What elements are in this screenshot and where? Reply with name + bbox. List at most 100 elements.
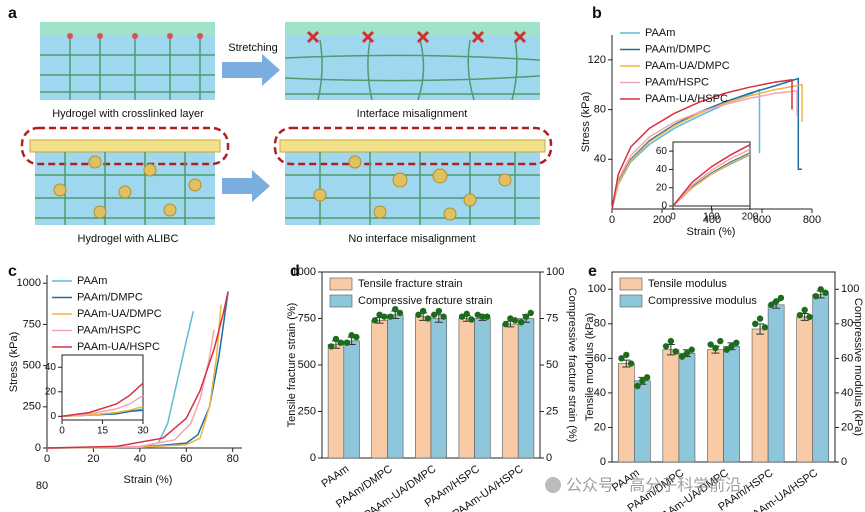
bar <box>633 380 651 463</box>
y2-tick-label: 80 <box>841 318 853 330</box>
data-point <box>419 307 427 315</box>
legend-label: PAAm-UA/DMPC <box>77 308 162 320</box>
arrow <box>222 170 270 202</box>
data-point <box>796 311 804 319</box>
bar <box>502 323 519 459</box>
legend-label: PAAm <box>77 275 107 287</box>
data-point <box>328 343 335 350</box>
bar <box>327 344 345 459</box>
network <box>284 39 541 101</box>
bar <box>343 340 360 459</box>
y-tick-label: 40 <box>594 387 606 399</box>
y-axis-title: Tensile modulus (kPa) <box>584 313 596 421</box>
data-point <box>337 339 344 346</box>
y2-tick-label: 0 <box>546 452 552 464</box>
data-point <box>752 320 759 328</box>
y-tick-label: 40 <box>594 153 606 165</box>
panel-label: c <box>8 263 17 280</box>
data-point <box>618 355 625 362</box>
hydrogel <box>40 36 215 100</box>
bar <box>723 345 740 463</box>
data-point <box>662 343 670 350</box>
bar <box>517 318 535 459</box>
y-tick-label: 0 <box>600 456 606 468</box>
data-point <box>717 337 724 345</box>
series-line <box>61 405 144 418</box>
y-tick-label: 80 <box>594 103 606 115</box>
bar <box>707 349 724 463</box>
y-tick-label: 500 <box>298 359 316 371</box>
hydrogel <box>285 36 540 100</box>
crosslinked-layer <box>285 22 540 36</box>
x-tick-label: 0 <box>44 453 50 465</box>
caption: No interface misalignment <box>348 233 475 245</box>
data-point <box>343 339 351 346</box>
y2-tick-label: 25 <box>546 405 558 417</box>
data-point <box>332 335 340 343</box>
data-point <box>381 313 388 320</box>
legend-swatch <box>329 277 353 291</box>
y-tick-label: 750 <box>298 312 316 324</box>
panel-a: a Stretching Hydrogel with crosslinked l… <box>8 5 553 245</box>
data-point <box>733 339 740 347</box>
caption: Hydrogel with crosslinked layer <box>52 108 204 120</box>
legend-label: Tensile modulus <box>648 278 727 290</box>
y-tick-label: 20 <box>656 182 668 193</box>
series-line <box>672 144 751 207</box>
data-point <box>424 315 432 322</box>
x-tick-label: 40 <box>134 453 146 465</box>
series-line <box>611 90 798 210</box>
y-tick-label: 500 <box>23 360 41 372</box>
crosslink-points <box>67 33 203 39</box>
legend-label: PAAm <box>645 27 675 39</box>
series-line <box>61 394 144 418</box>
y2-axis-title: Compressive fracture strain (%) <box>566 288 578 443</box>
y-tick-label: 0 <box>50 411 56 422</box>
y-tick-label: 60 <box>594 352 606 364</box>
legend-label: PAAm/HSPC <box>77 324 141 336</box>
misalignment-marks <box>306 30 527 44</box>
bar <box>812 294 830 463</box>
x-tick-label: PAAm <box>319 463 351 490</box>
x-tick-label: 0 <box>59 426 65 437</box>
data-point <box>707 341 714 348</box>
legend-swatch <box>329 294 353 308</box>
data-point <box>712 344 719 352</box>
data-point <box>756 315 764 322</box>
data-point <box>463 310 470 318</box>
bar <box>371 320 388 459</box>
y-axis-title: Tensile fracture strain (%) <box>286 303 298 428</box>
highlight <box>273 126 553 166</box>
data-point <box>801 306 808 314</box>
x-tick-label: 30 <box>137 426 149 437</box>
data-point <box>667 337 675 345</box>
bar <box>474 318 491 459</box>
x-tick-label: 600 <box>753 214 771 226</box>
vesicles <box>53 155 202 219</box>
y-tick-label: 100 <box>588 283 606 295</box>
data-point <box>688 346 695 353</box>
y-tick-label: 250 <box>23 401 41 413</box>
data-point <box>458 313 466 320</box>
y2-tick-label: 75 <box>546 312 558 324</box>
bar <box>767 304 785 463</box>
bar <box>796 316 813 463</box>
highlight <box>20 126 230 166</box>
data-point <box>683 349 691 357</box>
data-point <box>518 319 525 326</box>
data-point <box>435 307 443 315</box>
y2-axis-title: Compressive modulus (kPa) <box>852 298 864 436</box>
series-line <box>46 329 215 449</box>
bar <box>458 318 475 459</box>
series-line <box>611 83 803 210</box>
y-axis-title: Stress (kPa) <box>8 332 20 393</box>
y-tick-label: 40 <box>656 164 668 175</box>
series-line <box>46 291 229 449</box>
y-tick-label: 20 <box>45 386 57 397</box>
legend-label: PAAm-UA/DMPC <box>645 60 730 72</box>
panel-label: b <box>592 5 602 22</box>
watermark-icon <box>545 477 561 493</box>
x-tick-label: 80 <box>227 453 239 465</box>
y-tick-label: 120 <box>588 54 606 66</box>
lipid-layer <box>279 139 546 153</box>
